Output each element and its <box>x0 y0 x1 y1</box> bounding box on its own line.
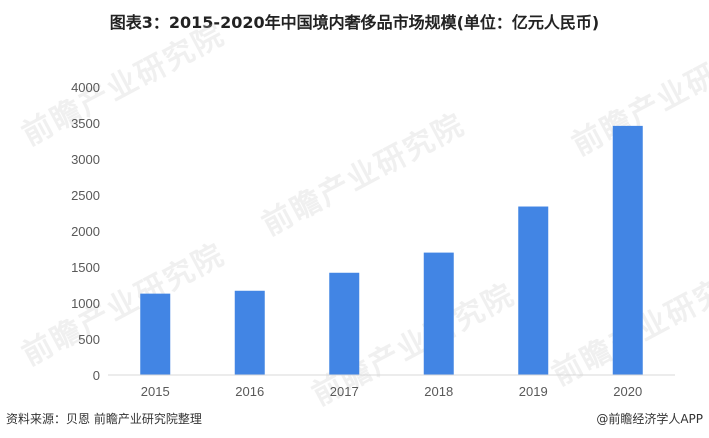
x-tick-label: 2020 <box>613 384 642 399</box>
y-tick-label: 3000 <box>71 152 100 167</box>
y-tick-label: 4000 <box>71 80 100 95</box>
y-tick-label: 3500 <box>71 116 100 131</box>
bar-2020 <box>612 125 643 375</box>
bar-2016 <box>234 290 265 375</box>
y-tick-label: 2500 <box>71 188 100 203</box>
x-tick-label: 2018 <box>424 384 453 399</box>
bar-2019 <box>518 206 549 375</box>
x-tick-label: 2017 <box>330 384 359 399</box>
chart-title: 图表3：2015-2020年中国境内奢侈品市场规模(单位：亿元人民币) <box>109 13 600 32</box>
x-tick-label: 2019 <box>519 384 548 399</box>
bar-2017 <box>329 272 360 375</box>
y-tick-label: 2000 <box>71 224 100 239</box>
x-axis: 2015 2016 2017 2018 2019 2020 <box>141 384 642 399</box>
bar-2015 <box>140 293 171 375</box>
source-note: 资料来源：贝恩 前瞻产业研究院整理 <box>6 412 202 426</box>
y-axis: 0 500 1000 1500 2000 2500 3000 3500 4000 <box>71 80 100 383</box>
x-tick-label: 2016 <box>235 384 264 399</box>
y-tick-label: 1000 <box>71 296 100 311</box>
y-tick-label: 500 <box>78 332 100 347</box>
y-tick-label: 1500 <box>71 260 100 275</box>
credit-note: @前瞻经济学人APP <box>596 412 703 426</box>
x-tick-label: 2015 <box>141 384 170 399</box>
y-tick-label: 0 <box>93 368 100 383</box>
bar-2018 <box>423 252 454 375</box>
bar-series <box>140 125 643 375</box>
